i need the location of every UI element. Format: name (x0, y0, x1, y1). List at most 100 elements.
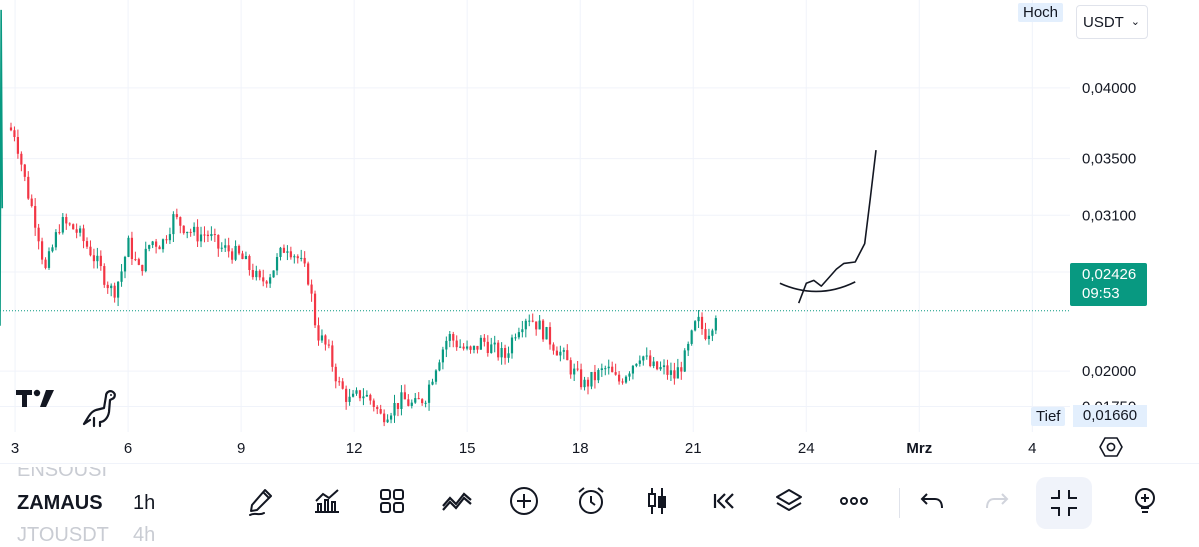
candle-body (597, 370, 600, 381)
candle-body (248, 256, 251, 271)
candle-body (455, 340, 458, 348)
undo-button[interactable] (915, 484, 949, 518)
candle-body (103, 266, 106, 285)
time-tick-label: 4 (1028, 440, 1036, 457)
candlestick-icon (648, 488, 666, 514)
candle-body (694, 321, 697, 331)
current-price-badge: 0,02426 09:53 (1070, 263, 1147, 306)
candle-body (224, 245, 227, 248)
dinosaur-icon (82, 390, 116, 428)
bottom-toolbar: ENSOUSI 12M ZAMAUS 1h JTOUSDT 4h (0, 463, 1199, 546)
candle-body (37, 227, 40, 242)
candle-body (486, 341, 489, 354)
candle-body (155, 241, 158, 247)
candle-body (289, 251, 292, 258)
candle-body (669, 370, 673, 375)
candle-body (269, 277, 272, 284)
candle-body (351, 393, 355, 397)
candle-body (275, 256, 279, 271)
grid-icon (380, 489, 404, 513)
rewind-icon (713, 493, 734, 509)
candle-body (20, 153, 23, 165)
candle-body (645, 355, 648, 357)
candle-body (89, 246, 92, 256)
candle-body (334, 366, 337, 382)
candle-body (23, 164, 26, 177)
candle-body (400, 392, 403, 409)
draw-tool-button[interactable] (245, 484, 279, 518)
candle-body (286, 251, 289, 253)
chart-type-button[interactable] (640, 484, 674, 518)
candle-body (85, 241, 89, 247)
candle-body (383, 413, 386, 423)
candle-body (220, 247, 223, 249)
candle-body (272, 270, 275, 278)
candle-body (621, 381, 624, 383)
candle-body (573, 368, 576, 375)
candle-body (483, 337, 486, 342)
candle-body (231, 251, 234, 260)
indicators-button[interactable] (310, 484, 344, 518)
candle-body (372, 400, 375, 407)
candle-body (68, 223, 71, 225)
current-price-value: 0,02426 (1082, 266, 1137, 283)
candle-body (61, 217, 64, 233)
candle-body (607, 366, 610, 369)
candle-body (545, 327, 548, 340)
compare-button[interactable] (440, 484, 474, 518)
low-value: 0,01660 (1073, 405, 1147, 427)
candle-body (203, 234, 206, 236)
candle-body (151, 241, 154, 246)
redo-button[interactable] (980, 484, 1014, 518)
symbol-name: ZAMAUS (17, 492, 103, 514)
candle-body (531, 320, 534, 322)
symbol-row-below[interactable]: JTOUSDT 4h (17, 524, 155, 547)
layouts-button[interactable] (375, 484, 409, 518)
price-tick-label: 0,03100 (1082, 207, 1136, 224)
candle-body (586, 379, 590, 387)
candle-body (303, 257, 306, 264)
symbol-row-current[interactable]: ZAMAUS 1h (17, 492, 155, 515)
more-button[interactable] (837, 484, 871, 518)
candle-body (472, 345, 476, 350)
candle-body (548, 327, 552, 345)
candle-body (476, 345, 479, 350)
candle-body (293, 256, 296, 258)
candle-body (448, 334, 451, 341)
redo-icon (986, 493, 1009, 509)
candle-body (652, 361, 655, 367)
candle-body (541, 320, 545, 340)
currency-value: USDT (1083, 13, 1124, 31)
fullscreen-button[interactable] (1036, 477, 1092, 529)
candle-body (396, 403, 400, 409)
symbol-interval: 12M (133, 459, 172, 481)
candle-body (30, 198, 33, 207)
candle-body (148, 245, 151, 249)
symbol-row-above[interactable]: ENSOUSI 12M (17, 467, 107, 482)
candle-body (189, 231, 192, 233)
time-tick-label: 3 (11, 440, 19, 457)
candle-body (158, 246, 161, 250)
add-button[interactable] (507, 484, 541, 518)
replay-button[interactable] (705, 484, 739, 518)
alert-button[interactable] (574, 484, 608, 518)
candle-body (134, 259, 137, 261)
currency-select[interactable]: USDT ⌄ (1076, 5, 1148, 39)
candle-body (296, 256, 299, 259)
candle-body (320, 335, 324, 341)
ideas-button[interactable] (1128, 484, 1156, 518)
settings-icon[interactable] (1099, 435, 1123, 459)
candle-body (424, 402, 427, 404)
candle-body (324, 335, 327, 345)
candle-body (697, 316, 700, 322)
candle-body (175, 214, 178, 218)
layers-button[interactable] (772, 484, 806, 518)
price-tick-label: 0,03500 (1082, 151, 1136, 168)
hand-drawn-arc (779, 281, 856, 293)
compare-icon (442, 492, 472, 511)
alarm-clock-icon (578, 487, 604, 514)
candle-body (193, 226, 196, 233)
chart-canvas[interactable]: 0,040000,035000,031000,027000,020000,017… (0, 0, 1199, 463)
candle-body (528, 320, 531, 322)
candle-body (514, 337, 517, 339)
